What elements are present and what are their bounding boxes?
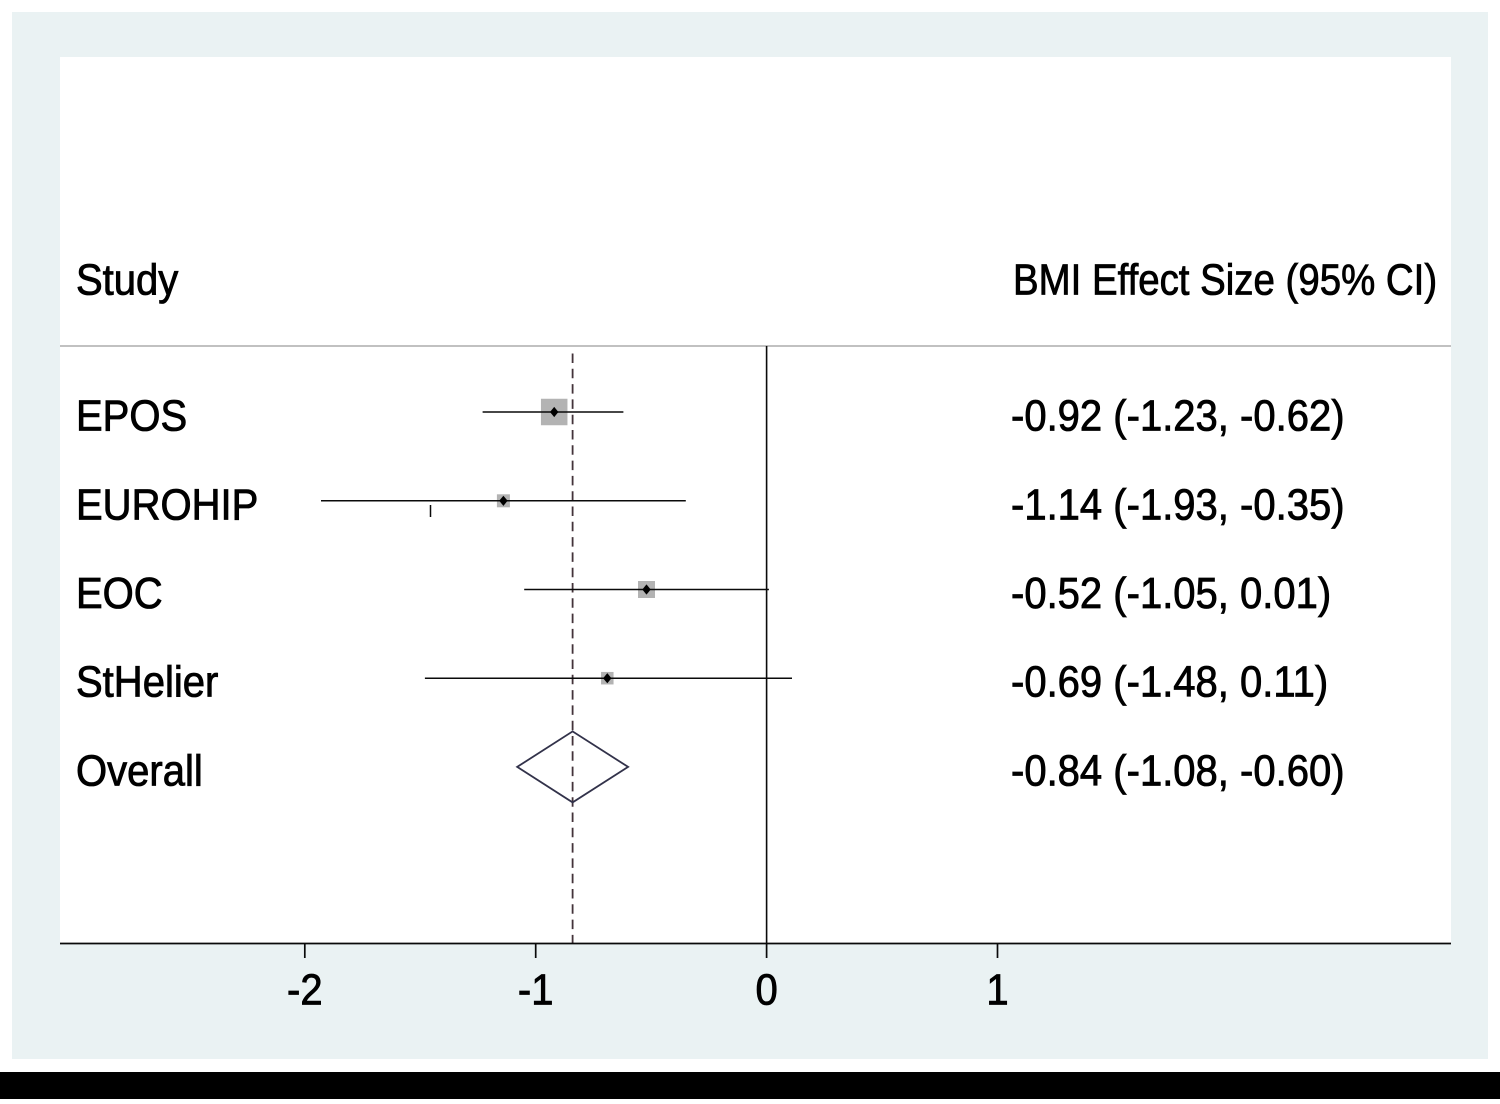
- svg-text:1: 1: [986, 965, 1008, 1014]
- svg-text:BMI Effect Size (95% CI): BMI Effect Size (95% CI): [1013, 255, 1437, 304]
- svg-text:Study: Study: [76, 255, 178, 304]
- svg-text:-1.14 (-1.93, -0.35): -1.14 (-1.93, -0.35): [1011, 480, 1345, 529]
- svg-text:StHelier: StHelier: [76, 657, 218, 706]
- svg-text:EOC: EOC: [76, 568, 163, 617]
- svg-text:-1: -1: [518, 965, 554, 1014]
- svg-text:-0.92 (-1.23, -0.62): -0.92 (-1.23, -0.62): [1011, 391, 1345, 440]
- svg-text:-0.84 (-1.08, -0.60): -0.84 (-1.08, -0.60): [1011, 746, 1345, 795]
- svg-text:-0.69 (-1.48, 0.11): -0.69 (-1.48, 0.11): [1011, 657, 1328, 706]
- svg-text:-2: -2: [287, 965, 323, 1014]
- svg-text:Overall: Overall: [76, 746, 203, 795]
- svg-text:-0.52 (-1.05, 0.01): -0.52 (-1.05, 0.01): [1011, 568, 1331, 617]
- svg-text:EUROHIP: EUROHIP: [76, 480, 258, 529]
- svg-text:EPOS: EPOS: [76, 391, 187, 440]
- svg-text:0: 0: [755, 965, 777, 1014]
